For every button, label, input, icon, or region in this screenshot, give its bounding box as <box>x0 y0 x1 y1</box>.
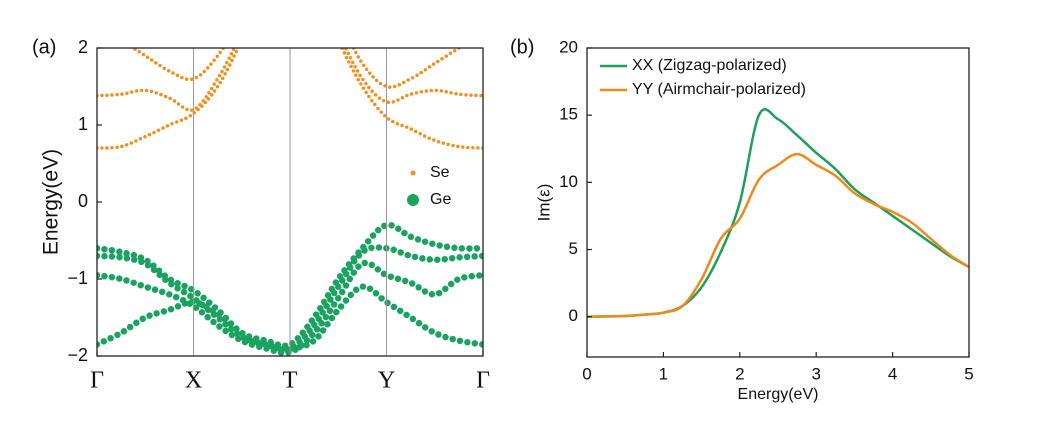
y-tick-label: 0 <box>569 306 578 325</box>
y-tick-label: 15 <box>559 105 578 124</box>
plot-area <box>587 108 969 318</box>
legend-label: YY (Airmchair-polarized) <box>632 81 806 98</box>
legend-label: Ge <box>430 191 451 208</box>
x-tick-label: Γ <box>90 368 104 394</box>
y-axis-label: Im(ε) <box>534 184 553 222</box>
line <box>587 152 969 318</box>
y-tick-label: 20 <box>559 37 578 56</box>
axes-frame <box>586 47 970 358</box>
x-tick-label: 2 <box>735 364 744 383</box>
y-tick-label: 5 <box>569 239 578 258</box>
x-tick-label: 0 <box>582 364 591 383</box>
y-axis-label: Energy(eV) <box>40 149 63 255</box>
y-tick-label: 2 <box>78 37 88 57</box>
legend-marker <box>410 170 416 176</box>
band <box>129 48 463 89</box>
panel-label: (b) <box>510 36 534 58</box>
band <box>97 244 483 353</box>
x-axis-label: Energy(eV) <box>738 386 819 403</box>
x-tick-label: 4 <box>888 364 897 383</box>
x-tick-label: Γ <box>476 368 490 394</box>
x-tick-label: 1 <box>659 364 668 383</box>
y-tick-label: −2 <box>67 345 88 365</box>
panel-label: (a) <box>32 36 56 58</box>
x-tick-label: T <box>283 368 298 394</box>
x-tick-label: X <box>185 368 202 394</box>
legend-label: XX (Zigzag-polarized) <box>632 57 787 74</box>
x-tick-label: 5 <box>964 364 973 383</box>
y-tick-label: 10 <box>559 172 578 191</box>
axes-frame <box>96 47 484 357</box>
y-tick-label: 1 <box>78 114 88 134</box>
line <box>587 108 969 318</box>
x-tick-label: Y <box>378 368 395 394</box>
legend-label: Se <box>430 164 450 181</box>
x-tick-label: 3 <box>811 364 820 383</box>
band <box>97 48 483 112</box>
y-tick-label: 0 <box>78 191 88 211</box>
legend-marker <box>407 194 419 206</box>
y-tick-label: −1 <box>67 268 88 288</box>
band <box>97 48 483 150</box>
